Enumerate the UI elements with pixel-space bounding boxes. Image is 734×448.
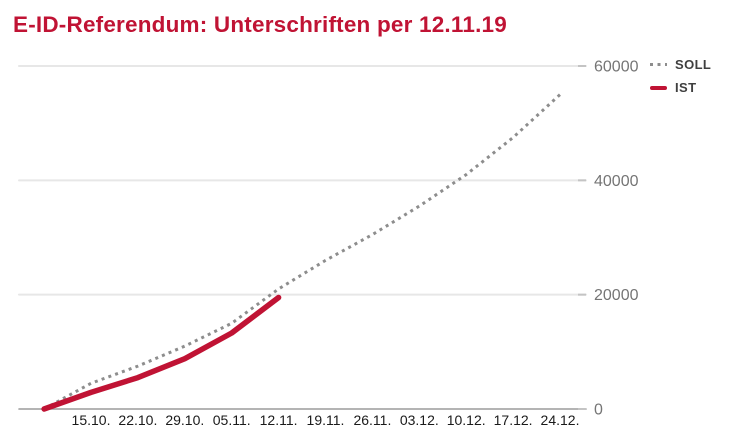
legend-label-soll: SOLL xyxy=(675,57,712,72)
legend-item-ist: IST xyxy=(650,76,711,99)
x-axis-label-05.11.: 05.11. xyxy=(213,412,251,428)
soll-line xyxy=(43,93,562,411)
x-axis-label-22.10.: 22.10. xyxy=(118,412,157,428)
legend: SOLL IST xyxy=(650,53,711,99)
ist-solid-line-marker xyxy=(650,85,667,90)
y-axis-label-60000: 60000 xyxy=(594,59,639,76)
x-axis-label-03.12.: 03.12. xyxy=(400,412,439,428)
y-axis-label-40000: 40000 xyxy=(594,173,639,190)
x-axis-label-29.10.: 29.10. xyxy=(165,412,204,428)
legend-item-soll: SOLL xyxy=(650,53,711,76)
x-axis-label-24.12.: 24.12. xyxy=(541,412,580,428)
x-axis-label-10.12.: 10.12. xyxy=(447,412,486,428)
chart-title: E-ID-Referendum: Unterschriften per 12.1… xyxy=(13,12,507,37)
ist-line xyxy=(41,294,282,412)
y-axis-label-0: 0 xyxy=(594,402,603,419)
soll-dotted-line-marker xyxy=(650,63,667,66)
x-axis-label-19.11.: 19.11. xyxy=(307,412,345,428)
x-axis-label-12.11.: 12.11. xyxy=(260,412,298,428)
y-axis-label-20000: 20000 xyxy=(594,287,639,304)
x-axis-label-15.10.: 15.10. xyxy=(72,412,111,428)
legend-label-ist: IST xyxy=(675,80,697,95)
x-axis-label-26.11.: 26.11. xyxy=(353,412,391,428)
x-axis-label-17.12.: 17.12. xyxy=(494,412,533,428)
